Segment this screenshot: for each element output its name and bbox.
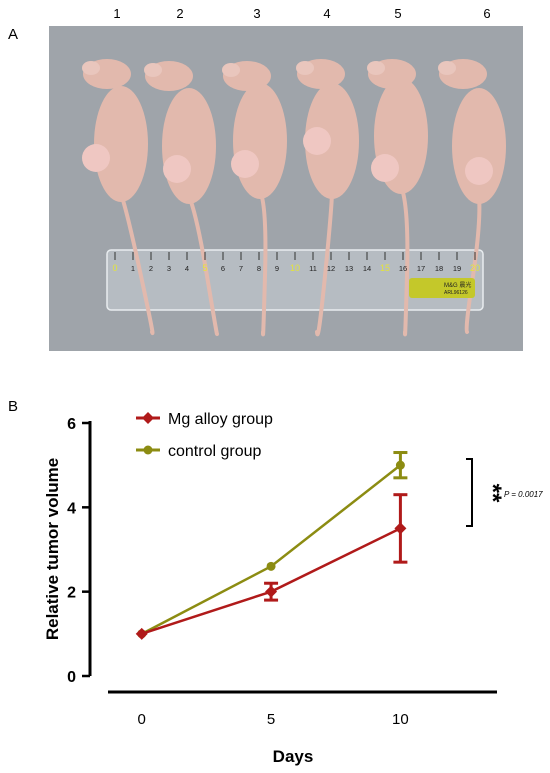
mouse-number-label: 4 xyxy=(323,6,331,21)
significance-stars: ** xyxy=(479,484,506,503)
ruler-number: 20 xyxy=(470,263,480,273)
ruler-number: 7 xyxy=(239,264,243,273)
mouse-tail xyxy=(187,194,219,337)
ruler-number: 19 xyxy=(453,264,461,273)
mouse-body xyxy=(162,88,216,204)
mouse-tail xyxy=(258,189,268,337)
mouse-ear xyxy=(438,61,456,75)
ruler-number: 18 xyxy=(435,264,443,273)
ruler-number: 4 xyxy=(185,264,189,273)
series-line xyxy=(141,464,402,635)
mouse-number-label: 6 xyxy=(483,6,491,21)
mouse-ear xyxy=(367,61,385,75)
legend-marker xyxy=(142,412,154,424)
significance-bracket xyxy=(466,458,473,527)
ruler-number: 16 xyxy=(399,264,407,273)
x-tick-label: 10 xyxy=(392,711,409,728)
ruler-number: 9 xyxy=(275,264,279,273)
mouse-number-label: 2 xyxy=(176,6,184,21)
mouse-body xyxy=(94,86,148,202)
ruler-number: 6 xyxy=(221,264,225,273)
tumor-volume-chart: 0 2 4 6 0 5 10 Days Relative tumor volume Mg allo… xyxy=(43,411,543,766)
legend-label: control group xyxy=(168,443,261,460)
y-tick-label: 2 xyxy=(67,585,76,602)
y-axis-label: Relative tumor volume xyxy=(43,458,62,640)
ruler-brand-code: ARL96126 xyxy=(444,290,468,296)
mouse-body xyxy=(452,88,506,204)
x-axis-label: Days xyxy=(273,747,314,766)
tumor xyxy=(371,154,399,182)
ruler-number: 1 xyxy=(131,264,135,273)
mouse-body xyxy=(305,83,359,199)
ruler xyxy=(106,249,484,311)
panel-b-label: B xyxy=(8,398,19,415)
mouse-ear xyxy=(144,63,162,77)
data-point xyxy=(394,522,407,535)
data-point xyxy=(266,561,276,571)
ruler-brand-text: M&G 晨光 xyxy=(444,281,471,289)
mouse-ear xyxy=(82,61,100,75)
ruler-number: 10 xyxy=(290,263,300,273)
data-point xyxy=(265,585,278,598)
ruler-number: 3 xyxy=(167,264,171,273)
ruler-number: 5 xyxy=(202,263,207,273)
tumor xyxy=(82,144,110,172)
series-line xyxy=(141,527,401,636)
ruler-number: 14 xyxy=(363,264,371,273)
tumor xyxy=(231,150,259,178)
ruler-number: 2 xyxy=(149,264,153,273)
ruler-number: 17 xyxy=(417,264,425,273)
ruler-number: 0 xyxy=(112,263,117,273)
legend-label: Mg alloy group xyxy=(168,411,273,428)
mouse-tail xyxy=(464,194,482,334)
ruler-number: 13 xyxy=(345,264,353,273)
tumor xyxy=(303,127,331,155)
panel-a-label: A xyxy=(8,26,19,43)
mouse-tail xyxy=(399,184,410,337)
y-tick-label: 4 xyxy=(67,500,76,517)
p-value-label: P = 0.0017 xyxy=(504,490,543,499)
mouse-body xyxy=(233,83,287,199)
ruler-brand-sticker xyxy=(409,278,475,298)
y-tick-label: 6 xyxy=(67,416,76,433)
ruler-number: 15 xyxy=(380,263,390,273)
x-tick-label: 0 xyxy=(138,711,146,728)
ruler-number: 11 xyxy=(309,264,317,273)
mouse-ear xyxy=(222,63,240,77)
tumor xyxy=(163,155,191,183)
data-point xyxy=(135,627,148,640)
mice-photo: 0 1 2 3 4 5 6 7 8 9 10 11 12 13 14 15 16 17 18 19 20M&G 晨光AR… xyxy=(49,26,523,351)
y-tick-label: 0 xyxy=(67,669,76,686)
mouse-tail xyxy=(315,189,334,337)
data-point xyxy=(395,460,405,470)
ruler-number: 8 xyxy=(257,264,261,273)
mouse-number-label: 3 xyxy=(253,6,261,21)
ruler-number: 12 xyxy=(327,264,335,273)
legend-marker xyxy=(143,445,153,455)
mouse-number-label: 5 xyxy=(394,6,402,21)
tumor xyxy=(465,157,493,185)
mouse-ear xyxy=(296,61,314,75)
mouse-tail xyxy=(119,192,155,336)
mouse-number-label: 1 xyxy=(113,6,121,21)
x-tick-label: 5 xyxy=(267,711,275,728)
